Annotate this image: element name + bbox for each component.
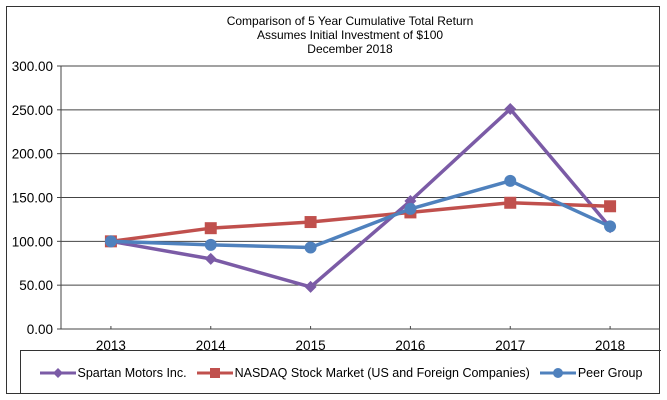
square-marker-icon (196, 367, 233, 378)
data-point (104, 235, 117, 248)
series-group (104, 102, 617, 293)
title-line-2: Assumes Initial Investment of $100 (256, 28, 444, 42)
x-tick-label: 2016 (395, 338, 425, 353)
y-tick-label: 150.00 (12, 191, 53, 206)
legend-label: Peer Group (577, 365, 643, 380)
x-tick-labels: 2013 2014 2015 2016 2017 2018 (96, 326, 625, 353)
circle-marker-icon (539, 367, 576, 378)
data-point (404, 202, 417, 215)
legend-label: NASDAQ Stock Market (US and Foreign Comp… (234, 365, 530, 380)
axes (60, 66, 660, 330)
chart-title: Comparison of 5 Year Cumulative Total Re… (200, 14, 500, 56)
y-tick-label: 0.00 (27, 322, 53, 337)
y-tick-label: 100.00 (12, 234, 53, 249)
data-point (204, 238, 217, 251)
legend-label: Spartan Motors Inc. (77, 365, 187, 380)
legend-item-spartan: Spartan Motors Inc. (39, 365, 187, 380)
x-tick-label: 2018 (595, 338, 625, 353)
series-1 (104, 196, 617, 248)
x-tick-label: 2014 (196, 338, 227, 353)
series-line (110, 107, 612, 289)
legend-item-nasdaq: NASDAQ Stock Market (US and Foreign Comp… (196, 365, 530, 380)
y-tick-label: 250.00 (12, 103, 53, 118)
series-line (110, 179, 611, 250)
x-tick-label: 2015 (296, 338, 326, 353)
gridlines (57, 65, 660, 330)
series-line (110, 201, 611, 244)
legend-item-peer-group: Peer Group (539, 365, 643, 380)
data-point (304, 216, 317, 229)
legend: Spartan Motors Inc. NASDAQ Stock Market … (20, 350, 661, 394)
data-point (604, 200, 617, 213)
data-point (504, 196, 517, 209)
series-2 (104, 174, 617, 254)
data-point (304, 280, 317, 293)
x-tick-label: 2013 (96, 338, 126, 353)
y-tick-label: 200.00 (12, 147, 53, 162)
title-line-3: December 2018 (307, 42, 393, 56)
chart-frame (6, 6, 660, 394)
data-point (504, 174, 517, 187)
data-point (504, 102, 517, 115)
data-point (204, 252, 217, 265)
y-tick-label: 50.00 (19, 278, 53, 293)
data-point (304, 241, 317, 254)
diamond-marker-icon (39, 367, 76, 378)
y-tick-label: 300.00 (12, 59, 53, 74)
y-tick-labels: 0.00 50.00 100.00 150.00 200.00 250.00 300.00 (12, 59, 53, 337)
data-point (604, 220, 617, 233)
data-point (204, 222, 217, 235)
title-line-1: Comparison of 5 Year Cumulative Total Re… (226, 14, 474, 28)
x-tick-label: 2017 (495, 338, 525, 353)
